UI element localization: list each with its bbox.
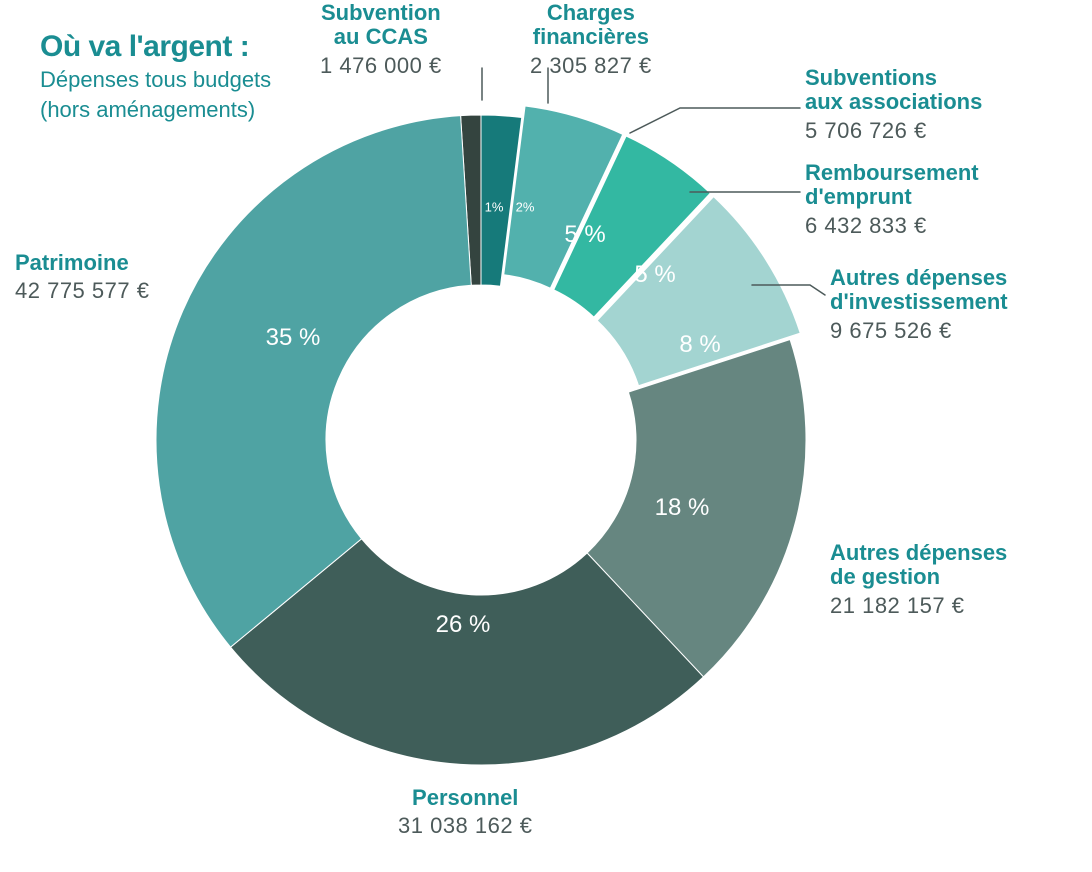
pct-invest: 8 % <box>679 331 720 359</box>
label-name2-assoc: aux associations <box>805 89 982 115</box>
label-value-pers: 31 038 162 € <box>398 813 532 839</box>
label-value-assoc: 5 706 726 € <box>805 118 982 144</box>
label-value-emprunt: 6 432 833 € <box>805 213 979 239</box>
label-name-invest: Autres dépenses <box>830 265 1008 291</box>
pct-charges: 2% <box>516 200 535 215</box>
label-patr: Patrimoine42 775 577 € <box>15 250 149 305</box>
label-assoc: Subventionsaux associations 5 706 726 € <box>805 65 982 144</box>
label-name-assoc: Subventions <box>805 65 982 91</box>
label-name2-invest: d'investissement <box>830 289 1008 315</box>
leader-assoc <box>630 108 800 133</box>
pct-ccas: 1% <box>485 200 504 215</box>
label-ccas: Subventionau CCAS 1 476 000 € <box>320 0 442 79</box>
expenses-donut-chart: Où va l'argent : Dépenses tous budgets (… <box>0 0 1092 872</box>
pct-emprunt: 5 % <box>634 261 675 289</box>
pct-assoc: 5 % <box>564 221 605 249</box>
label-value-patr: 42 775 577 € <box>15 278 149 304</box>
label-name-ccas: Subvention <box>320 0 442 26</box>
slice-patr <box>156 116 471 648</box>
pct-patr: 35 % <box>266 324 321 352</box>
label-name2-gestion: de gestion <box>830 564 1007 590</box>
label-emprunt: Remboursementd'emprunt 6 432 833 € <box>805 160 979 239</box>
label-value-invest: 9 675 526 € <box>830 318 1008 344</box>
label-name-emprunt: Remboursement <box>805 160 979 186</box>
label-gestion: Autres dépensesde gestion 21 182 157 € <box>830 540 1007 619</box>
label-value-gestion: 21 182 157 € <box>830 593 1007 619</box>
label-name-gestion: Autres dépenses <box>830 540 1007 566</box>
label-name-pers: Personnel <box>398 785 532 811</box>
label-name2-ccas: au CCAS <box>320 24 442 50</box>
label-pers: Personnel31 038 162 € <box>398 785 532 840</box>
label-value-charges: 2 305 827 € <box>530 53 652 79</box>
label-name2-emprunt: d'emprunt <box>805 184 979 210</box>
label-charges: Chargesfinancières 2 305 827 € <box>530 0 652 79</box>
label-name-charges: Charges <box>530 0 652 26</box>
pct-gestion: 18 % <box>655 494 710 522</box>
label-name2-charges: financières <box>530 24 652 50</box>
label-invest: Autres dépensesd'investissement 9 675 526… <box>830 265 1008 344</box>
label-name-patr: Patrimoine <box>15 250 149 276</box>
pct-pers: 26 % <box>436 611 491 639</box>
label-value-ccas: 1 476 000 € <box>320 53 442 79</box>
